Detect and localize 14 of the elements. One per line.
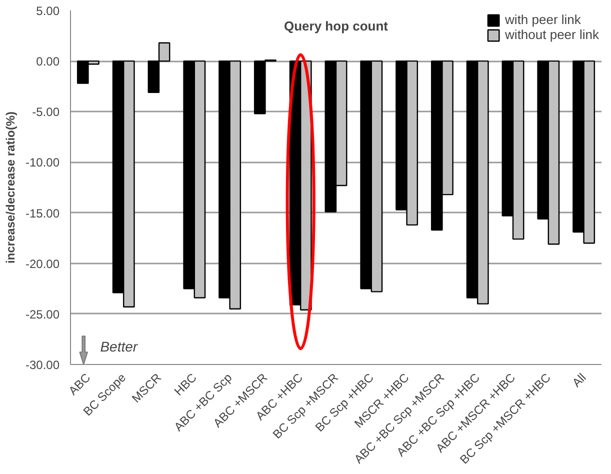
y-tick-label: 0.00 [36, 54, 60, 69]
legend-label: with peer link [505, 12, 581, 27]
text: Query hop count [284, 18, 389, 34]
y-tick-label: -25.00 [25, 307, 60, 322]
y-axis-title: increase/decrease ratio(%) [3, 111, 18, 264]
y-tick-label: -10.00 [25, 156, 60, 170]
y-tick-label: -15.00 [25, 206, 60, 220]
legend-label: without peer link [505, 27, 599, 42]
y-tick-label: -20.00 [25, 256, 60, 271]
y-tick-label: 5.00 [36, 4, 60, 18]
annotation: Better [100, 338, 139, 354]
y-tick-label: -30.00 [25, 358, 60, 372]
y-tick-label: -5.00 [32, 105, 60, 120]
x-tick-label: All [569, 370, 589, 390]
